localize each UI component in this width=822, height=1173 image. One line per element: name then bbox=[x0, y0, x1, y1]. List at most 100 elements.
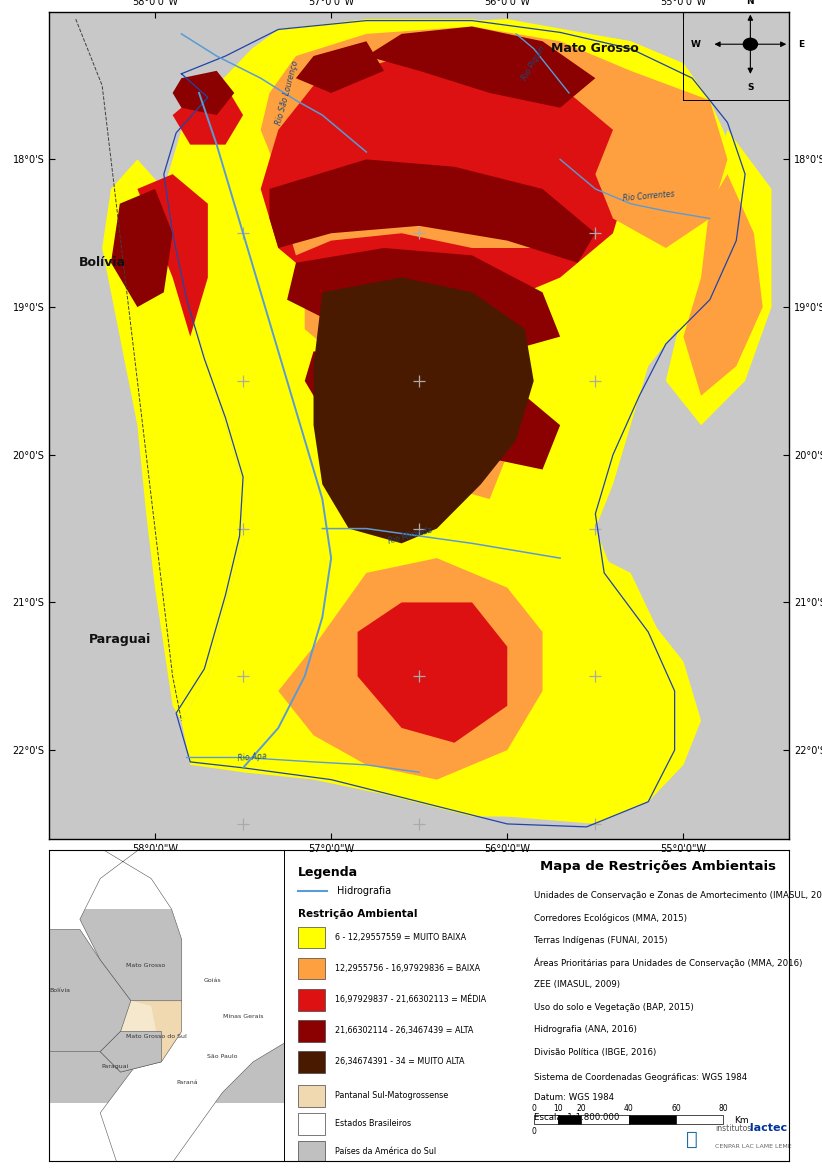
Text: Estados Brasileiros: Estados Brasileiros bbox=[335, 1119, 411, 1128]
Polygon shape bbox=[100, 1031, 161, 1072]
Polygon shape bbox=[322, 395, 507, 499]
Bar bbox=[298, 957, 325, 979]
Polygon shape bbox=[595, 70, 727, 248]
Text: Rio Correntes: Rio Correntes bbox=[622, 190, 675, 203]
Text: 10: 10 bbox=[553, 1104, 562, 1113]
Text: 16,97929837 - 21,66302113 = MÉDIA: 16,97929837 - 21,66302113 = MÉDIA bbox=[335, 995, 486, 1004]
Text: Datum: WGS 1984: Datum: WGS 1984 bbox=[534, 1093, 614, 1103]
Bar bbox=[298, 1051, 325, 1072]
Text: 60: 60 bbox=[671, 1104, 681, 1113]
Bar bbox=[298, 989, 325, 1010]
Bar bbox=[629, 1114, 676, 1124]
Text: Rio Apa: Rio Apa bbox=[237, 752, 267, 764]
Polygon shape bbox=[287, 248, 560, 352]
Text: Legenda: Legenda bbox=[298, 866, 358, 879]
Text: 6 - 12,29557559 = MUITO BAIXA: 6 - 12,29557559 = MUITO BAIXA bbox=[335, 933, 465, 942]
Text: 21,66302114 - 26,3467439 = ALTA: 21,66302114 - 26,3467439 = ALTA bbox=[335, 1026, 473, 1036]
Text: CENPAR LAC LAME LEME: CENPAR LAC LAME LEME bbox=[715, 1144, 792, 1148]
Bar bbox=[683, 0, 817, 101]
Text: S: S bbox=[747, 82, 754, 91]
Bar bbox=[534, 1114, 557, 1124]
Text: 12,2955756 - 16,97929836 = BAIXA: 12,2955756 - 16,97929836 = BAIXA bbox=[335, 964, 480, 974]
Bar bbox=[581, 1114, 629, 1124]
Polygon shape bbox=[358, 603, 507, 743]
Polygon shape bbox=[173, 70, 234, 115]
Text: Paraguai: Paraguai bbox=[89, 633, 151, 646]
Text: Pantanal Sul-Matogrossense: Pantanal Sul-Matogrossense bbox=[335, 1092, 448, 1100]
Text: São Paulo: São Paulo bbox=[207, 1055, 238, 1059]
Polygon shape bbox=[279, 19, 727, 278]
Polygon shape bbox=[164, 19, 737, 823]
Bar bbox=[298, 1113, 325, 1134]
Polygon shape bbox=[270, 160, 595, 263]
Polygon shape bbox=[261, 27, 683, 248]
Polygon shape bbox=[296, 41, 384, 93]
Text: Corredores Ecológicos (MMA, 2015): Corredores Ecológicos (MMA, 2015) bbox=[534, 914, 687, 923]
Text: 0: 0 bbox=[532, 1104, 537, 1113]
Text: E: E bbox=[798, 40, 805, 49]
Text: N: N bbox=[746, 0, 754, 6]
Polygon shape bbox=[367, 27, 595, 108]
Polygon shape bbox=[8, 929, 131, 1052]
Text: Paraná: Paraná bbox=[176, 1079, 197, 1085]
Polygon shape bbox=[111, 189, 173, 307]
Text: Sistema de Coordenadas Geográficas: WGS 1984: Sistema de Coordenadas Geográficas: WGS … bbox=[534, 1073, 747, 1082]
Polygon shape bbox=[313, 278, 533, 543]
Text: Mato Grosso: Mato Grosso bbox=[552, 42, 640, 55]
Polygon shape bbox=[102, 160, 243, 720]
Text: ZEE (IMASUL, 2009): ZEE (IMASUL, 2009) bbox=[534, 981, 620, 989]
Bar bbox=[298, 927, 325, 948]
Text: Rio São Lourenço: Rio São Lourenço bbox=[275, 60, 300, 127]
Polygon shape bbox=[243, 529, 666, 816]
Bar bbox=[298, 1019, 325, 1042]
Polygon shape bbox=[683, 174, 763, 395]
Text: Divisão Política (IBGE, 2016): Divisão Política (IBGE, 2016) bbox=[534, 1047, 656, 1057]
Text: Escala: 1:1.800.000: Escala: 1:1.800.000 bbox=[534, 1113, 619, 1123]
Text: Terras Indígenas (FUNAI, 2015): Terras Indígenas (FUNAI, 2015) bbox=[534, 936, 667, 944]
Bar bbox=[557, 1114, 581, 1124]
Text: Hidrografia (ANA, 2016): Hidrografia (ANA, 2016) bbox=[534, 1025, 637, 1035]
Polygon shape bbox=[100, 1001, 182, 1072]
Polygon shape bbox=[305, 299, 516, 373]
Text: 80: 80 bbox=[718, 1104, 728, 1113]
Text: 0: 0 bbox=[532, 1127, 537, 1137]
Polygon shape bbox=[261, 56, 630, 321]
Text: institutos: institutos bbox=[715, 1124, 751, 1133]
Text: Bolívia: Bolívia bbox=[79, 256, 126, 270]
Circle shape bbox=[743, 39, 757, 50]
Text: Km: Km bbox=[734, 1117, 749, 1125]
Text: Hidrografia: Hidrografia bbox=[337, 886, 391, 896]
Polygon shape bbox=[666, 130, 772, 426]
Text: W: W bbox=[690, 40, 700, 49]
Text: Uso do solo e Vegetação (BAP, 2015): Uso do solo e Vegetação (BAP, 2015) bbox=[534, 1003, 694, 1012]
Polygon shape bbox=[49, 12, 789, 839]
Text: 26,34674391 - 34 = MUITO ALTA: 26,34674391 - 34 = MUITO ALTA bbox=[335, 1057, 464, 1066]
Text: Paraguai: Paraguai bbox=[102, 1064, 129, 1070]
Text: Mato Grosso do Sul: Mato Grosso do Sul bbox=[126, 1033, 187, 1039]
Text: Bolívia: Bolívia bbox=[49, 988, 70, 994]
Polygon shape bbox=[287, 174, 533, 256]
Polygon shape bbox=[279, 558, 543, 780]
Polygon shape bbox=[173, 86, 243, 144]
Polygon shape bbox=[305, 352, 560, 469]
Text: lactec: lactec bbox=[715, 1124, 787, 1133]
Polygon shape bbox=[137, 174, 208, 337]
Text: Goiás: Goiás bbox=[204, 978, 221, 983]
Text: Rio Miranda: Rio Miranda bbox=[387, 526, 433, 547]
Text: Unidades de Conservação e Zonas de Amortecimento (IMASUL, 2016): Unidades de Conservação e Zonas de Amort… bbox=[534, 890, 822, 900]
Text: 🐦: 🐦 bbox=[686, 1130, 698, 1150]
Text: 20: 20 bbox=[576, 1104, 586, 1113]
Text: Rio Piquiri: Rio Piquiri bbox=[520, 45, 547, 82]
Polygon shape bbox=[0, 807, 365, 1173]
Text: Mato Grosso: Mato Grosso bbox=[127, 963, 166, 968]
Bar bbox=[298, 1141, 325, 1162]
Text: Minas Gerais: Minas Gerais bbox=[223, 1013, 263, 1018]
Text: 40: 40 bbox=[624, 1104, 634, 1113]
Text: Países da América do Sul: Países da América do Sul bbox=[335, 1147, 436, 1157]
Text: Restrição Ambiental: Restrição Ambiental bbox=[298, 909, 418, 920]
Text: Mapa de Restrições Ambientais: Mapa de Restrições Ambientais bbox=[539, 860, 776, 873]
Polygon shape bbox=[121, 1001, 156, 1052]
Polygon shape bbox=[49, 909, 284, 1103]
Bar bbox=[298, 1085, 325, 1107]
Bar bbox=[676, 1114, 723, 1124]
